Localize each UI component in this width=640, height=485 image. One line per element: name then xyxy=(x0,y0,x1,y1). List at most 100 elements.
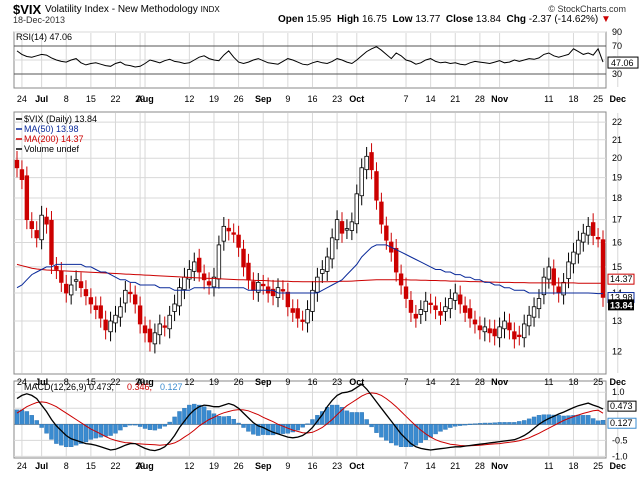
price-candle xyxy=(581,223,586,252)
x-axis-tick: 9 xyxy=(285,94,290,104)
histogram-bar xyxy=(275,424,281,435)
price-candle xyxy=(438,302,443,325)
candle-body xyxy=(462,305,468,313)
histogram-bar xyxy=(339,407,345,425)
candle-body xyxy=(403,286,409,299)
candle-body xyxy=(226,227,231,232)
price-candle xyxy=(384,216,389,250)
price-candle xyxy=(162,316,167,337)
price-candle xyxy=(403,277,409,309)
price-candle xyxy=(354,184,359,234)
candle-body xyxy=(73,279,79,282)
candle-body xyxy=(507,322,512,331)
price-candle xyxy=(88,288,94,314)
price-candle xyxy=(241,239,246,277)
histogram-bar xyxy=(246,424,251,432)
price-candle xyxy=(226,218,231,241)
histogram-bar xyxy=(428,424,433,438)
candle-body xyxy=(132,294,138,305)
ma50-line xyxy=(16,244,603,295)
histogram-bar xyxy=(236,422,241,425)
price-candle xyxy=(418,300,423,324)
x-axis-tick: 28 xyxy=(475,94,485,104)
price-candle xyxy=(192,252,197,281)
histogram-bar xyxy=(586,415,591,425)
candle-body xyxy=(526,314,532,327)
candle-body xyxy=(236,234,241,248)
price-candle xyxy=(78,272,84,298)
x-axis-tick: 18 xyxy=(568,94,578,104)
price-candle xyxy=(595,228,601,248)
candle-body xyxy=(118,306,123,318)
candle-body xyxy=(408,299,414,313)
price-candle xyxy=(39,205,44,250)
rsi-axis-tick: 70 xyxy=(612,41,622,51)
x-axis-tick: 22 xyxy=(110,377,120,387)
candle-body xyxy=(251,281,256,291)
price-candle xyxy=(44,207,49,234)
price-candle xyxy=(517,325,522,346)
x-axis-tick: 14 xyxy=(426,377,436,387)
x-axis-tick: 7 xyxy=(404,461,409,471)
histogram-bar xyxy=(103,424,108,437)
x-axis-tick: 25 xyxy=(593,461,603,471)
x-axis-tick: 23 xyxy=(332,377,342,387)
price-candle xyxy=(477,316,483,340)
x-axis-tick: Sep xyxy=(255,94,272,104)
x-axis-tick: 15 xyxy=(86,377,96,387)
candle-body xyxy=(423,300,428,312)
price-candle xyxy=(344,219,350,240)
price-axis-tick: 16 xyxy=(612,238,622,248)
x-axis-tick: 28 xyxy=(475,461,485,471)
price-candle xyxy=(339,212,345,243)
candle-body xyxy=(64,283,69,294)
candle-body xyxy=(93,305,98,310)
histogram-bar xyxy=(251,424,256,435)
candle-body xyxy=(216,244,222,280)
x-axis-tick: 7 xyxy=(404,377,409,387)
histogram-bar xyxy=(482,422,488,425)
histogram-bar xyxy=(453,424,458,427)
histogram-bar xyxy=(182,408,187,425)
price-axis-tick: 20 xyxy=(612,153,622,163)
candle-body xyxy=(98,305,103,319)
candle-body xyxy=(492,328,497,337)
histogram-bar xyxy=(512,422,517,425)
macd-signal-line xyxy=(16,392,604,447)
histogram-bar xyxy=(128,424,133,426)
price-candle xyxy=(413,304,419,328)
histogram-bar xyxy=(24,411,30,425)
price-candle xyxy=(561,273,566,305)
candle-body xyxy=(103,319,108,331)
x-axis-tick: 16 xyxy=(307,377,317,387)
x-axis-tick: 9 xyxy=(285,461,290,471)
low-value: 13.77 xyxy=(415,14,441,25)
price-axis-tick: 18 xyxy=(612,193,622,203)
price-candle xyxy=(93,296,98,320)
candle-body xyxy=(369,152,374,171)
histogram-bar xyxy=(19,409,25,425)
candle-body xyxy=(197,257,202,273)
rsi-axis-tick: 30 xyxy=(612,69,622,79)
x-axis-tick: 11 xyxy=(544,377,553,387)
candle-body xyxy=(310,289,315,312)
x-axis-tick: 22 xyxy=(110,94,120,104)
price-candle xyxy=(526,305,532,336)
histogram-bar xyxy=(162,424,167,427)
candle-body xyxy=(34,230,39,239)
price-candle xyxy=(261,274,266,295)
macd-legend-item: MACD(12,26,9) 0.473, xyxy=(24,382,114,392)
candle-body xyxy=(270,288,276,297)
x-axis-tick: Jul xyxy=(35,377,48,387)
histogram-bar xyxy=(305,423,310,425)
candle-body xyxy=(68,284,74,296)
price-candle xyxy=(502,311,507,339)
price-candle xyxy=(310,280,315,322)
close-value-box xyxy=(608,299,634,311)
candle-body xyxy=(457,294,463,305)
candle-body xyxy=(374,171,379,201)
candle-body xyxy=(379,201,384,225)
price-candle xyxy=(576,230,581,264)
price-candle xyxy=(566,252,571,289)
histogram-bar xyxy=(157,424,163,429)
